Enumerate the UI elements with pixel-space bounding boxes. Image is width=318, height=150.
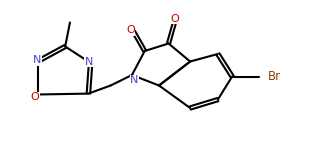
Text: O: O <box>126 25 135 35</box>
Text: N: N <box>85 57 93 66</box>
Text: N: N <box>33 55 42 65</box>
Text: O: O <box>170 14 179 24</box>
Text: O: O <box>31 93 39 102</box>
Text: Br: Br <box>268 70 281 83</box>
Text: N: N <box>130 75 139 85</box>
